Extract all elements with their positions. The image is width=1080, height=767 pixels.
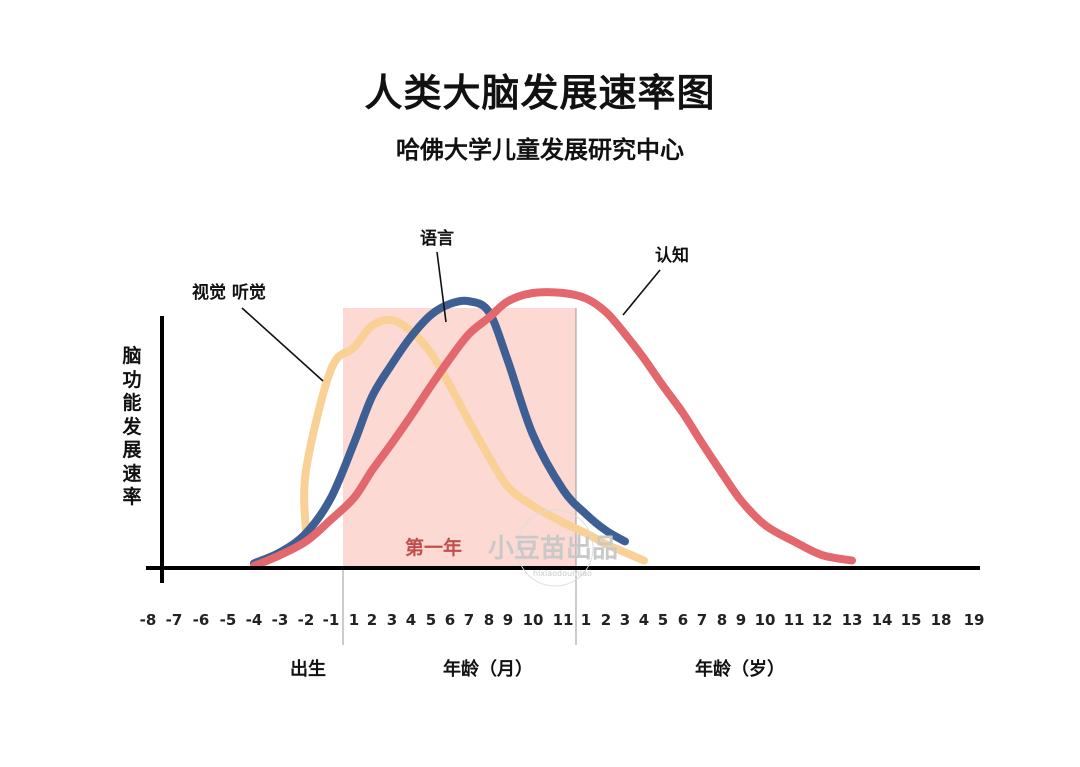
- leader-visual: [241, 307, 324, 382]
- series-layer: [250, 288, 856, 570]
- chart-title: 人类大脑发展速率图: [364, 71, 716, 115]
- birth-label: 出生: [290, 658, 326, 680]
- x-tick-label: 11: [553, 611, 574, 629]
- x-tick-label: -1: [323, 611, 340, 629]
- x-tick-label: 19: [964, 611, 985, 629]
- watermark-text: 小豆苗出品: [488, 534, 618, 564]
- x-tick-label: 2: [367, 611, 377, 629]
- series-line-cognition: [250, 288, 856, 570]
- x-tick-label: 7: [464, 611, 474, 629]
- series-line-visual-hearing: [300, 316, 648, 565]
- x-tick-label: -2: [298, 611, 315, 629]
- watermark: 小豆苗出品 hixiaodoumiao: [488, 509, 618, 587]
- x-tick-label: -8: [140, 611, 157, 629]
- x-tick-label: 4: [639, 611, 649, 629]
- x-tick-label: -6: [193, 611, 210, 629]
- watermark-subtext: hixiaodoumiao: [533, 569, 592, 578]
- leader-language: [436, 251, 447, 323]
- series-label-visual: 视觉 听觉: [192, 282, 266, 303]
- x-tick-label: 14: [872, 611, 893, 629]
- x-tick-label: 8: [717, 611, 727, 629]
- series-label-language: 语言: [420, 228, 454, 249]
- x-tick-label: 10: [523, 611, 544, 629]
- y-axis-label: 脑功能发展速率: [122, 345, 142, 508]
- leader-cognition: [622, 269, 661, 316]
- x-tick-label: 2: [601, 611, 611, 629]
- series-label-cognition: 认知: [655, 245, 689, 266]
- x-tick-label: 5: [658, 611, 668, 629]
- years-axis-label: 年龄（岁）: [695, 658, 785, 680]
- x-tick-label: 3: [620, 611, 630, 629]
- chart-subtitle: 哈佛大学儿童发展研究中心: [396, 136, 684, 164]
- x-tick-label: 9: [736, 611, 746, 629]
- x-tick-label: 9: [503, 611, 513, 629]
- x-tick-label: 15: [901, 611, 922, 629]
- x-tick-label: 6: [678, 611, 688, 629]
- x-tick-label: 13: [842, 611, 863, 629]
- x-tick-label: 12: [812, 611, 833, 629]
- x-tick-label: 7: [697, 611, 707, 629]
- x-tick-label: 8: [484, 611, 494, 629]
- x-tick-labels: -8 -7 -6 -5 -4 -3 -2 -1 1 2 3 4 5 6 7 8 9 10 11 1 2 3 4 5 6 7 8 9 10…: [140, 611, 985, 629]
- x-tick-label: 5: [426, 611, 436, 629]
- x-tick-label: 11: [784, 611, 805, 629]
- x-tick-label: 4: [406, 611, 416, 629]
- x-tick-label: -3: [272, 611, 289, 629]
- x-tick-label: 18: [931, 611, 952, 629]
- highlight-label: 第一年: [405, 536, 462, 559]
- x-tick-label: 10: [755, 611, 776, 629]
- x-tick-label: 1: [581, 611, 591, 629]
- x-tick-label: -4: [246, 611, 263, 629]
- x-tick-label: -7: [166, 611, 183, 629]
- x-tick-label: 3: [387, 611, 397, 629]
- x-tick-label: -5: [220, 611, 237, 629]
- months-axis-label: 年龄（月）: [443, 658, 533, 680]
- x-tick-label: 6: [445, 611, 455, 629]
- series-line-language: [250, 296, 629, 568]
- x-tick-label: 1: [349, 611, 359, 629]
